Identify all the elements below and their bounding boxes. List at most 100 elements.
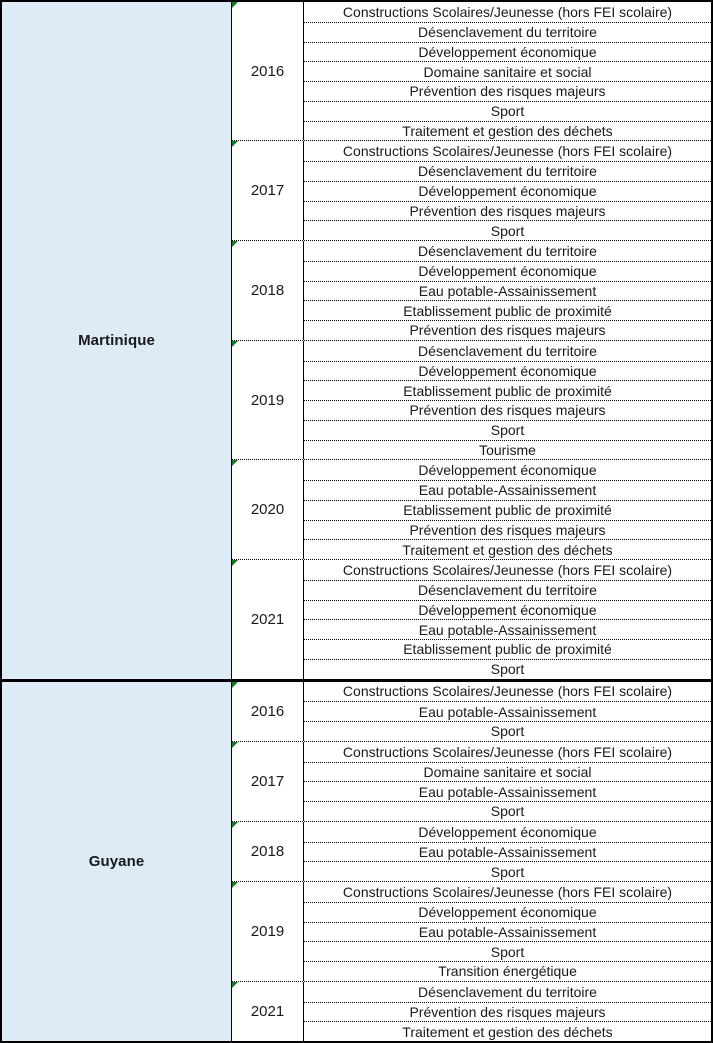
category-label: Prévention des risques majeurs: [409, 202, 606, 219]
category-list: Désenclavement du territoire Prévention d…: [304, 982, 711, 1041]
category-cell[interactable]: Traitement et gestion des déchets: [304, 539, 711, 559]
category-cell[interactable]: Eau potable-Assainissement: [304, 619, 711, 639]
year-label: 2019: [250, 922, 285, 940]
category-cell[interactable]: Eau potable-Assainissement: [304, 921, 711, 942]
year-group-guyane-2016: 2016 Constructions Scolaires/Jeunesse (ho…: [232, 681, 711, 741]
year-group-martinique-2021: 2021 Constructions Scolaires/Jeunesse (ho…: [232, 559, 711, 679]
category-cell[interactable]: Etablissement public de proximité: [304, 300, 711, 320]
year-cell-guyane-2016[interactable]: 2016: [232, 681, 304, 741]
category-cell[interactable]: Sport: [304, 721, 711, 741]
category-label: Développement économique: [418, 43, 597, 60]
year-cell-martinique-2016[interactable]: 2016: [232, 2, 304, 141]
category-cell[interactable]: Constructions Scolaires/Jeunesse (hors F…: [304, 742, 711, 762]
category-label: Domaine sanitaire et social: [423, 763, 592, 780]
category-cell[interactable]: Etablissement public de proximité: [304, 499, 711, 520]
year-cell-martinique-2020[interactable]: 2020: [232, 460, 304, 559]
category-label: Eau potable-Assainissement: [418, 843, 597, 860]
year-group-martinique-2017: 2017 Constructions Scolaires/Jeunesse (ho…: [232, 140, 711, 240]
error-indicator-triangle-icon: [232, 560, 238, 566]
category-cell[interactable]: Développement économique: [304, 180, 711, 201]
year-label: 2017: [250, 182, 285, 200]
year-cell-guyane-2018[interactable]: 2018: [232, 821, 304, 881]
category-cell[interactable]: Eau potable-Assainissement: [304, 280, 711, 301]
category-label: Traitement et gestion des déchets: [402, 1023, 613, 1040]
category-cell[interactable]: Eau potable-Assainissement: [304, 701, 711, 721]
category-cell[interactable]: Constructions Scolaires/Jeunesse (hors F…: [304, 2, 711, 22]
category-cell[interactable]: Sport: [304, 801, 711, 821]
category-cell[interactable]: Etablissement public de proximité: [304, 639, 711, 659]
category-cell[interactable]: Développement économique: [304, 41, 711, 62]
category-cell[interactable]: Sport: [304, 941, 711, 961]
category-cell[interactable]: Prévention des risques majeurs: [304, 400, 711, 420]
category-cell[interactable]: Prévention des risques majeurs: [304, 519, 711, 540]
category-cell[interactable]: Constructions Scolaires/Jeunesse (hors F…: [304, 141, 711, 161]
region-cell-martinique[interactable]: Martinique: [2, 2, 232, 679]
category-label: Sport: [490, 803, 525, 820]
year-cell-guyane-2019[interactable]: 2019: [232, 882, 304, 981]
category-cell[interactable]: Prévention des risques majeurs: [304, 1001, 711, 1022]
category-cell[interactable]: Eau potable-Assainissement: [304, 841, 711, 862]
category-label: Désenclavement du territoire: [418, 342, 597, 359]
category-label: Désenclavement du territoire: [418, 163, 597, 180]
category-cell[interactable]: Désenclavement du territoire: [304, 21, 711, 42]
category-label: Constructions Scolaires/Jeunesse (hors F…: [342, 743, 673, 760]
region-section-guyane: Guyane 2016 Constructions Scolaires/Jeunes…: [2, 678, 711, 1041]
category-cell[interactable]: Développement économique: [304, 599, 711, 620]
category-cell[interactable]: Prévention des risques majeurs: [304, 200, 711, 221]
year-cell-guyane-2021[interactable]: 2021: [232, 981, 304, 1041]
category-cell[interactable]: Constructions Scolaires/Jeunesse (hors F…: [304, 682, 711, 702]
category-cell[interactable]: Eau potable-Assainissement: [304, 480, 711, 500]
category-label: Développement économique: [418, 823, 597, 840]
category-label: Sport: [490, 222, 525, 239]
category-cell[interactable]: Développement économique: [304, 260, 711, 281]
category-cell[interactable]: Constructions Scolaires/Jeunesse (hors F…: [304, 882, 711, 902]
year-cell-martinique-2019[interactable]: 2019: [232, 340, 304, 460]
year-group-guyane-2018: 2018 Développement économique Eau potable-…: [232, 820, 711, 881]
error-indicator-triangle-icon: [232, 241, 238, 247]
category-list: Désenclavement du territoire Développemen…: [304, 341, 711, 460]
category-list: Constructions Scolaires/Jeunesse (hors F…: [304, 682, 711, 741]
category-cell[interactable]: Traitement et gestion des déchets: [304, 1021, 711, 1041]
category-cell[interactable]: Désenclavement du territoire: [304, 341, 711, 361]
category-cell[interactable]: Etablissement public de proximité: [304, 380, 711, 400]
category-cell[interactable]: Constructions Scolaires/Jeunesse (hors F…: [304, 560, 711, 580]
category-cell[interactable]: Transition énergétique: [304, 961, 711, 981]
category-cell[interactable]: Développement économique: [304, 822, 711, 842]
category-label: Eau potable-Assainissement: [418, 703, 597, 720]
category-cell[interactable]: Sport: [304, 220, 711, 240]
category-list: Constructions Scolaires/Jeunesse (hors F…: [304, 141, 711, 240]
category-cell[interactable]: Sport: [304, 658, 711, 679]
category-cell[interactable]: Désenclavement du territoire: [304, 161, 711, 181]
year-cell-martinique-2021[interactable]: 2021: [232, 560, 304, 679]
category-label: Désenclavement du territoire: [418, 242, 597, 259]
category-cell[interactable]: Eau potable-Assainissement: [304, 781, 711, 801]
category-cell[interactable]: Développement économique: [304, 901, 711, 922]
category-cell[interactable]: Prévention des risques majeurs: [304, 320, 711, 340]
category-label: Prévention des risques majeurs: [409, 322, 606, 339]
year-group-martinique-2016: 2016 Constructions Scolaires/Jeunesse (ho…: [232, 2, 711, 141]
year-group-guyane-2019: 2019 Constructions Scolaires/Jeunesse (ho…: [232, 881, 711, 981]
category-cell[interactable]: Prévention des risques majeurs: [304, 81, 711, 101]
year-cell-guyane-2017[interactable]: 2017: [232, 741, 304, 821]
region-cell-guyane[interactable]: Guyane: [2, 681, 232, 1041]
category-cell[interactable]: Développement économique: [304, 460, 711, 480]
category-list: Constructions Scolaires/Jeunesse (hors F…: [304, 2, 711, 140]
category-list: Constructions Scolaires/Jeunesse (hors F…: [304, 742, 711, 821]
category-cell[interactable]: Développement économique: [304, 360, 711, 381]
category-label: Etablissement public de proximité: [403, 302, 612, 319]
category-cell[interactable]: Désenclavement du territoire: [304, 579, 711, 600]
category-cell[interactable]: Sport: [304, 861, 711, 881]
category-cell[interactable]: Désenclavement du territoire: [304, 982, 711, 1002]
year-label: 2016: [250, 62, 285, 80]
category-label: Prévention des risques majeurs: [409, 402, 606, 419]
category-cell[interactable]: Tourisme: [304, 439, 711, 460]
year-cell-martinique-2018[interactable]: 2018: [232, 241, 304, 340]
category-cell[interactable]: Domaine sanitaire et social: [304, 61, 711, 81]
category-cell[interactable]: Sport: [304, 419, 711, 440]
category-cell[interactable]: Traitement et gestion des déchets: [304, 120, 711, 141]
year-cell-martinique-2017[interactable]: 2017: [232, 141, 304, 240]
category-cell[interactable]: Domaine sanitaire et social: [304, 761, 711, 782]
category-cell[interactable]: Désenclavement du territoire: [304, 241, 711, 261]
category-cell[interactable]: Sport: [304, 100, 711, 121]
